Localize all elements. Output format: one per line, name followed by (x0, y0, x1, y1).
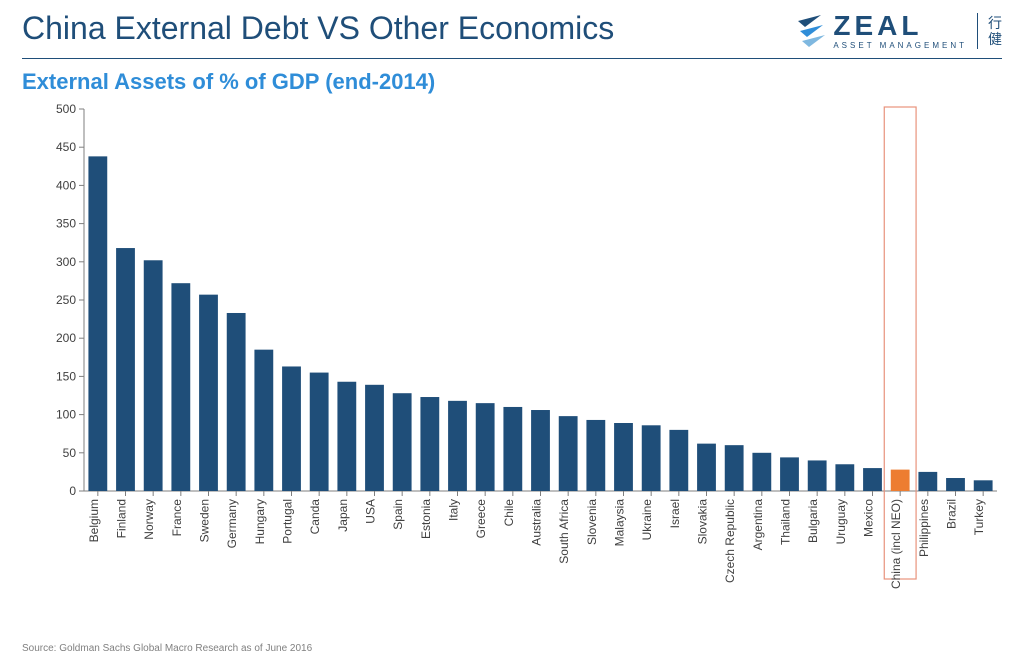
bar (476, 403, 495, 491)
bar (282, 366, 301, 491)
bar (614, 423, 633, 491)
x-tick-label: Canda (308, 499, 322, 535)
x-tick-label: Italy (447, 499, 461, 521)
bar (531, 410, 550, 491)
bar (365, 385, 384, 491)
bar (393, 393, 412, 491)
x-tick-label: Argentina (751, 499, 765, 551)
bar (337, 382, 356, 491)
x-tick-label: Japan (336, 499, 350, 532)
y-tick-label: 250 (56, 293, 76, 307)
x-tick-label: Hungary (253, 499, 267, 544)
x-tick-label: Brazil (945, 499, 959, 529)
y-tick-label: 450 (56, 140, 76, 154)
x-tick-label: Israel (668, 499, 682, 528)
x-tick-label: Germany (225, 499, 239, 548)
bar (642, 425, 661, 491)
x-tick-label: Estonia (419, 499, 433, 539)
x-tick-label: Bulgaria (806, 499, 820, 543)
x-tick-label: Uruguay (834, 499, 848, 544)
x-tick-label: Thailand (779, 499, 793, 545)
x-tick-label: Norway (142, 499, 156, 540)
y-tick-label: 100 (56, 408, 76, 422)
bar (863, 468, 882, 491)
x-tick-label: Chile (502, 499, 516, 527)
x-tick-label: Finland (115, 499, 129, 538)
bar (586, 420, 605, 491)
bar (808, 460, 827, 491)
x-tick-label: South Africa (557, 499, 571, 564)
source-note: Source: Goldman Sachs Global Macro Resea… (22, 643, 312, 654)
x-tick-label: Slovenia (585, 499, 599, 545)
chart-container: 0 50 100 150 200 250 300 350 400 450 500 Belgium Fin… (22, 101, 1002, 616)
y-tick-label: 300 (56, 255, 76, 269)
y-tick-label: 0 (69, 484, 76, 498)
x-tick-label: Portugal (281, 499, 295, 544)
brand-logo: ZEAL ASSET MANAGEMENT 行 健 (795, 12, 1002, 50)
x-tick-label: Philippines (917, 499, 931, 557)
bar (116, 248, 135, 491)
logo-separator (977, 13, 978, 49)
bar (752, 453, 771, 491)
bar (559, 416, 578, 491)
y-tick-label: 350 (56, 217, 76, 231)
logo-cjk-bottom: 健 (988, 31, 1002, 47)
bar (503, 407, 522, 491)
bar (780, 457, 799, 491)
bar (835, 464, 854, 491)
bar (669, 430, 688, 491)
x-tick-label: USA (364, 499, 378, 524)
bar (254, 350, 273, 491)
x-tick-label: Slovakia (696, 499, 710, 545)
x-tick-label: Czech Republic (723, 499, 737, 583)
bar (420, 397, 439, 491)
bar (199, 295, 218, 491)
x-tick-label: China (incl NEO) (889, 499, 903, 589)
x-tick-label: Turkey (972, 499, 986, 535)
bar (144, 260, 163, 491)
bar-chart: 0 50 100 150 200 250 300 350 400 450 500 Belgium Fin… (22, 101, 1002, 611)
y-tick-label: 150 (56, 369, 76, 383)
y-tick-label: 200 (56, 331, 76, 345)
x-tick-label: France (170, 499, 184, 537)
bar (448, 401, 467, 491)
zeal-mark-icon (795, 13, 827, 49)
bar (227, 313, 246, 491)
y-tick-label: 50 (63, 446, 77, 460)
x-tick-label: Spain (391, 499, 405, 530)
bar (171, 283, 190, 491)
bar (891, 470, 910, 491)
y-tick-label: 500 (56, 102, 76, 116)
x-tick-label: Australia (530, 499, 544, 546)
x-tick-label: Malaysia (613, 499, 627, 547)
logo-cjk-top: 行 (988, 15, 1002, 31)
bar (918, 472, 937, 491)
header: China External Debt VS Other Economics Z… (22, 10, 1002, 50)
x-tick-label: Ukraine (640, 499, 654, 541)
x-tick-label: Belgium (87, 499, 101, 542)
bar (310, 373, 329, 491)
logo-sub: ASSET MANAGEMENT (833, 42, 967, 50)
bar (697, 444, 716, 491)
header-divider (22, 58, 1002, 59)
bar (88, 156, 107, 491)
y-tick-label: 400 (56, 178, 76, 192)
chart-subtitle: External Assets of % of GDP (end-2014) (22, 69, 1002, 95)
page-title: China External Debt VS Other Economics (22, 10, 614, 47)
bar (946, 478, 965, 491)
x-tick-label: Sweden (198, 499, 212, 542)
logo-cjk: 行 健 (988, 15, 1002, 47)
bar (974, 480, 993, 491)
x-tick-label: Mexico (862, 499, 876, 537)
x-tick-label: Greece (474, 499, 488, 539)
logo-brand: ZEAL (833, 12, 967, 40)
bar (725, 445, 744, 491)
